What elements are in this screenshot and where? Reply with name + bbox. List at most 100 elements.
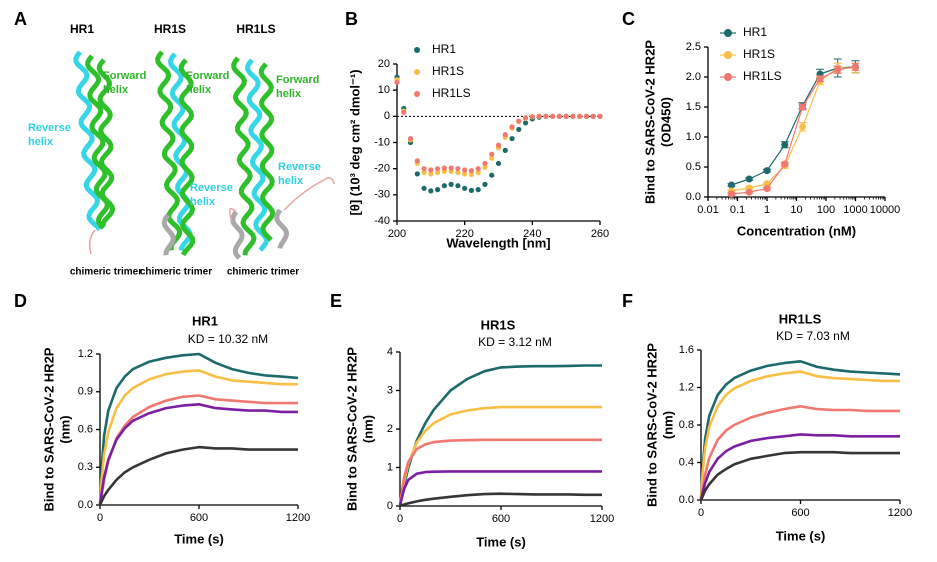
data-point: [407, 135, 414, 142]
series-line: [399, 492, 602, 508]
data-point: [394, 79, 400, 85]
data-point: [597, 113, 603, 119]
x-axis-label: Concentration (nM): [737, 223, 856, 238]
data-point: [781, 141, 789, 149]
panel-label: A: [14, 9, 27, 29]
forward-helix-label: helix: [103, 84, 129, 96]
data-point: [489, 172, 495, 178]
x-axis-label: Time (s): [476, 534, 526, 549]
x-tick-label: 1: [764, 204, 770, 216]
data-point: [428, 171, 434, 177]
data-point: [556, 113, 563, 119]
forward-helix-label: helix: [186, 84, 212, 96]
y-tick-label: -10: [374, 136, 390, 148]
y-tick-label: 4: [387, 346, 393, 358]
x-tick-label: 0.1: [730, 204, 745, 216]
series-line: [699, 450, 900, 501]
data-point: [435, 169, 441, 176]
series-line: [699, 405, 900, 501]
reverse-helix-label: helix: [278, 175, 304, 187]
data-point: [570, 113, 576, 119]
series-line: [699, 433, 900, 501]
y-tick-label: 2.5: [686, 41, 701, 53]
panel-label: B: [345, 9, 358, 29]
x-tick-label: 200: [388, 228, 406, 240]
legend-marker: [724, 73, 732, 81]
helix: [168, 52, 193, 251]
data-point: [421, 166, 427, 172]
data-point: [522, 120, 529, 126]
y-tick-label: 0.0: [78, 499, 93, 511]
data-point: [495, 160, 502, 167]
data-point: [475, 166, 481, 172]
annotation: KD = 10.32 nM: [188, 332, 268, 346]
data-point: [727, 181, 735, 189]
y-axis-label: (nm): [57, 415, 72, 443]
data-point: [489, 151, 495, 157]
annotation: KD = 7.03 nM: [776, 329, 850, 343]
x-tick-label: 10000: [870, 204, 901, 216]
x-tick-label: 1200: [888, 507, 912, 519]
data-point: [577, 113, 583, 119]
legend-marker: [724, 29, 732, 37]
data-point: [763, 167, 771, 175]
y-axis-label: (nm): [660, 411, 675, 439]
y-tick-label: 0.4: [679, 456, 694, 468]
data-point: [462, 171, 468, 177]
x-tick-label: 0: [397, 513, 403, 525]
y-tick-label: 0.6: [78, 423, 93, 435]
helix: [96, 58, 116, 227]
construct-name: HR1: [70, 22, 94, 36]
data-point: [799, 123, 807, 131]
loop: [88, 229, 96, 255]
panel-label: D: [14, 291, 27, 311]
construct-caption: chimeric trimer: [140, 267, 212, 278]
construct-caption: chimeric trimer: [70, 267, 142, 278]
y-tick-label: 0.8: [679, 419, 694, 431]
legend-label: HR1LS: [743, 69, 782, 83]
y-tick-label: 0.5: [686, 161, 701, 173]
legend-label: HR1: [432, 42, 456, 56]
data-point: [482, 181, 488, 187]
data-point: [462, 167, 468, 173]
data-point: [441, 165, 447, 171]
series-line: [98, 445, 298, 506]
x-tick-label: 0.01: [697, 204, 718, 216]
series-line: [731, 67, 856, 192]
series-line: [98, 403, 298, 506]
helix: [245, 58, 269, 252]
data-point: [509, 135, 515, 142]
chart-title: HR1: [192, 313, 218, 328]
helix: [178, 58, 196, 257]
y-tick-label: 0.3: [78, 461, 93, 473]
legend-label: HR1: [743, 25, 767, 39]
annotation: KD = 3.12 nM: [478, 335, 552, 349]
y-tick-label: 0: [387, 500, 393, 512]
x-tick-label: 1200: [590, 513, 614, 525]
reverse-helix-label: Reverse: [278, 161, 321, 173]
data-point: [421, 185, 427, 191]
data-point: [414, 171, 420, 177]
data-point: [441, 183, 447, 189]
data-point: [401, 109, 407, 116]
data-point: [745, 188, 753, 196]
data-point: [435, 166, 441, 172]
y-tick-label: 0: [384, 110, 390, 122]
chart-title: HR1S: [481, 317, 516, 332]
data-point: [455, 166, 461, 172]
data-point: [475, 169, 481, 176]
series-line: [98, 369, 298, 506]
series-line: [731, 66, 856, 195]
legend-marker: [724, 51, 732, 59]
data-point: [516, 118, 522, 124]
legend-label: HR1S: [743, 47, 775, 61]
y-tick-label: 0.0: [679, 494, 694, 506]
x-tick-label: 0: [698, 507, 704, 519]
data-point: [799, 103, 807, 111]
x-tick-label: 600: [791, 507, 809, 519]
data-point: [495, 142, 502, 148]
data-point: [583, 113, 590, 119]
y-tick-label: 1.6: [679, 344, 694, 356]
loop: [229, 177, 335, 223]
